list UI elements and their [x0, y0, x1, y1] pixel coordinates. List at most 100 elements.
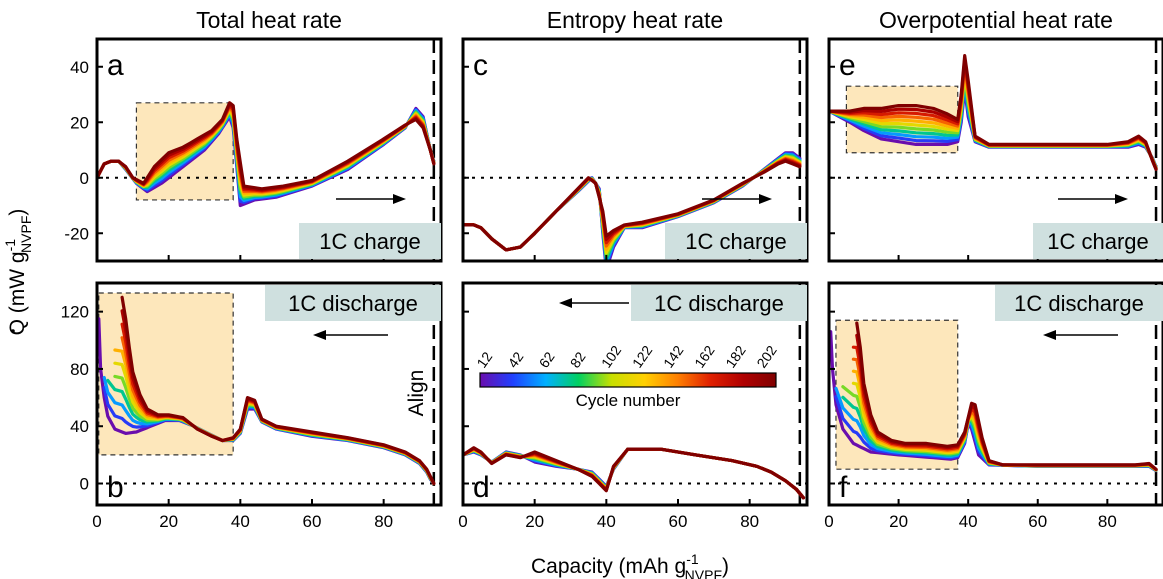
x-tick-label: 0	[458, 512, 467, 531]
x-tick-label: 60	[669, 512, 688, 531]
x-tick-label: 0	[824, 512, 833, 531]
colorbar-tick-label: 142	[660, 342, 687, 370]
x-tick-label: 80	[740, 512, 759, 531]
column-title: Entropy heat rate	[547, 7, 723, 33]
y-tick-label: 20	[70, 113, 89, 132]
direction-arrow-head	[559, 298, 572, 308]
panel-f: 0 20 40 60 80 f 1C discharge	[824, 281, 1163, 531]
panel-letter: b	[107, 471, 124, 504]
x-axis-label-sup: -1	[686, 551, 699, 567]
panel-frame	[95, 37, 443, 263]
y-tick-label: 80	[70, 360, 89, 379]
colorbar-tick-label: 182	[722, 342, 749, 370]
mode-label-box	[299, 223, 441, 259]
column-title: Total heat rate	[196, 7, 342, 33]
panel-a: -20 0 20 40 a 1C charge	[64, 37, 443, 263]
panel-frame	[461, 281, 809, 507]
direction-arrow-head	[759, 194, 772, 204]
panel-letter: e	[839, 49, 856, 82]
direction-arrow-head	[1115, 194, 1128, 204]
direction-arrow-head	[393, 194, 406, 204]
x-tick-label: 60	[303, 512, 322, 531]
y-tick-label: 120	[61, 303, 89, 322]
q-dot-accent	[11, 329, 15, 333]
x-tick-label: 20	[159, 512, 178, 531]
x-tick-label: 20	[525, 512, 544, 531]
y-tick-label: 0	[80, 169, 89, 188]
mode-label: 1C discharge	[1014, 291, 1144, 316]
x-tick-label: 40	[959, 512, 978, 531]
y-tick-label: 40	[70, 58, 89, 77]
x-axis-label-sub: NVPF	[685, 567, 722, 579]
x-tick-label: 80	[374, 512, 393, 531]
mode-label: 1C charge	[319, 229, 421, 254]
x-tick-label: 80	[1098, 512, 1117, 531]
mode-label-box	[995, 285, 1163, 321]
series-line-cycle-202	[97, 101, 436, 191]
mode-label-box	[1033, 223, 1163, 259]
colorbar-tick-label: 102	[598, 342, 625, 370]
series-group	[463, 446, 805, 500]
colorbar-tick-label: 122	[629, 342, 656, 370]
mode-label: 1C discharge	[654, 291, 784, 316]
column-title: Overpotential heat rate	[879, 7, 1113, 33]
mode-label-box	[265, 285, 441, 321]
colorbar-tick-label: 62	[536, 349, 558, 371]
panel-frame	[827, 37, 1163, 263]
x-tick-label: 40	[597, 512, 616, 531]
y-axis-label: Q (mW g-1NVPF)	[2, 209, 34, 336]
direction-arrow-head	[313, 330, 326, 340]
y-tick-label: 40	[70, 417, 89, 436]
mode-label: 1C charge	[685, 229, 787, 254]
x-tick-label: 60	[1028, 512, 1047, 531]
colorbar-tick-label: 42	[504, 349, 526, 371]
y-tick-label: -20	[64, 224, 89, 243]
panel-c: c 1C charge	[461, 37, 809, 263]
series-line-cycle-152	[829, 63, 1158, 171]
colorbar-tick-label: 12	[473, 349, 495, 371]
y-axis-label-main: Q (mW g	[6, 251, 29, 335]
colorbar-tick-label: 82	[567, 349, 589, 371]
panel-frame	[95, 281, 443, 507]
panel-frame	[461, 37, 809, 263]
x-tick-label: 20	[889, 512, 908, 531]
y-axis-label-close: )	[6, 209, 29, 216]
direction-arrow-head	[1043, 330, 1056, 340]
x-axis-label: Capacity (mAh g-1 NVPF)	[531, 551, 729, 579]
x-axis-label-main: Capacity (mAh g	[531, 555, 686, 578]
series-group	[97, 295, 436, 486]
panel-frame	[827, 281, 1163, 507]
colorbar-tick-label: 162	[691, 342, 718, 370]
series-line-cycle-202	[120, 295, 436, 486]
y-tick-label: 0	[80, 475, 89, 494]
align-label: Align	[405, 370, 428, 417]
mode-label: 1C charge	[1047, 229, 1149, 254]
mode-label-box	[665, 223, 807, 259]
series-line-cycle-202	[463, 446, 805, 500]
x-tick-label: 0	[92, 512, 101, 531]
mode-label-box	[631, 285, 807, 321]
series-group	[829, 54, 1158, 171]
series-group	[463, 151, 802, 261]
series-group	[829, 321, 1158, 473]
x-axis-label-close: )	[722, 555, 729, 578]
series-line-cycle-202	[855, 321, 1158, 471]
series-group	[97, 101, 436, 208]
y-axis-label-sub: NVPF	[18, 216, 34, 253]
colorbar-label: Cycle number	[576, 391, 681, 410]
panel-b: 0 20 40 60 80 0 40 80 120 b 1C discharge Align	[61, 281, 443, 531]
series-line-cycle-202	[829, 54, 1158, 171]
mode-label: 1C discharge	[288, 291, 418, 316]
highlight-region	[98, 292, 234, 456]
y-axis-label-sup: -1	[2, 239, 18, 252]
x-tick-label: 40	[231, 512, 250, 531]
panel-letter: d	[473, 471, 490, 504]
colorbar-bar	[479, 372, 777, 388]
colorbar: 12 42 62 82 102 122 142 162 182 202 Cycle number	[473, 342, 780, 410]
colorbar-tick-label: 202	[753, 342, 780, 370]
series-line-cycle-172	[829, 60, 1158, 171]
panel-letter: c	[473, 49, 488, 82]
panel-letter: f	[839, 471, 848, 504]
